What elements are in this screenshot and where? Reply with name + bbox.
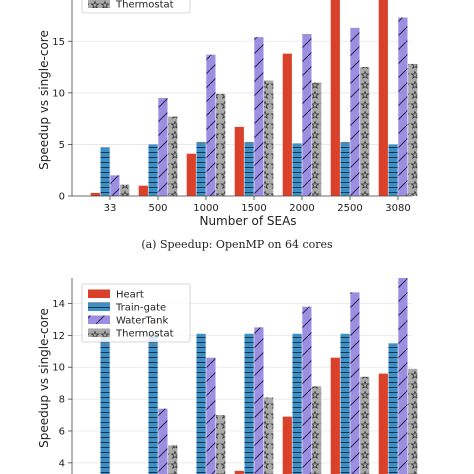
bar-thermostat-1500 — [264, 397, 274, 474]
bar-thermostat-1500 — [264, 80, 274, 196]
legend-label-train-gate: Train-gate — [115, 303, 166, 314]
x-tick-label: 2500 — [337, 203, 362, 214]
bar-heart-1000 — [186, 153, 196, 196]
panel-b-y-ticks: 4 6 8 10 12 14 — [52, 278, 73, 474]
bar-heart-2500 — [330, 357, 340, 474]
x-tick-label: 33 — [104, 203, 117, 214]
bar-train-gate-2000 — [292, 143, 302, 196]
panel-a-caption: (a) Speedup: OpenMP on 64 cores — [141, 238, 333, 251]
y-tick-label: 8 — [59, 395, 65, 406]
panel-a: 0 5 10 15 33 500 1000 1500 2000 2500 3080 Speedup… — [37, 0, 418, 251]
bar-watertank-3080 — [398, 278, 408, 474]
y-tick-label: 12 — [52, 331, 65, 342]
bar-heart-2000 — [282, 53, 292, 196]
bar-thermostat-2000 — [312, 386, 322, 474]
bar-train-gate-1000 — [196, 333, 206, 474]
bar-watertank-1000 — [206, 357, 216, 474]
bar-heart-1500 — [234, 470, 244, 474]
bar-heart-33 — [90, 192, 100, 196]
y-tick-label: 14 — [52, 299, 65, 310]
legend-frame — [81, 283, 191, 343]
bar-watertank-3080 — [398, 17, 408, 197]
legend-label-thermostat: Thermostat — [115, 329, 174, 340]
bar-train-gate-2500 — [340, 333, 350, 474]
legend-swatch-watertank — [88, 315, 110, 324]
bar-train-gate-33 — [100, 147, 110, 196]
legend-label-thermostat: Thermostat — [115, 0, 174, 11]
bar-train-gate-33 — [100, 333, 110, 474]
bar-watertank-500 — [158, 408, 168, 474]
bar-thermostat-3080 — [408, 63, 418, 197]
panel-a-legend: Thermostat — [81, 0, 191, 14]
bar-train-gate-1000 — [196, 142, 206, 196]
bar-thermostat-33 — [120, 184, 130, 196]
bar-watertank-2500 — [350, 27, 360, 196]
bar-watertank-1000 — [206, 54, 216, 197]
panel-b-y-axis-label: Speedup vs single-core — [37, 308, 51, 448]
panel-b-bars — [100, 278, 418, 474]
bar-thermostat-500 — [168, 445, 178, 474]
legend-swatch-heart — [88, 289, 110, 298]
bar-train-gate-500 — [148, 144, 158, 196]
bar-train-gate-500 — [148, 333, 158, 474]
bar-watertank-33 — [110, 175, 120, 196]
x-tick-label: 1500 — [241, 203, 266, 214]
bar-watertank-500 — [158, 98, 168, 196]
bar-watertank-2500 — [350, 292, 360, 474]
bar-heart-3080 — [378, 0, 388, 196]
bar-heart-3080 — [378, 373, 388, 474]
bar-heart-500 — [138, 185, 148, 196]
y-tick-label: 0 — [59, 192, 65, 203]
y-tick-label: 10 — [52, 88, 65, 99]
bar-heart-2500 — [330, 0, 340, 196]
bar-train-gate-2000 — [292, 333, 302, 474]
panel-a-x-axis-label: Number of SEAs — [199, 214, 296, 228]
panel-a-y-axis-label: Speedup vs single-core — [37, 30, 51, 170]
y-tick-label: 5 — [59, 140, 65, 151]
x-tick-label: 1000 — [193, 203, 218, 214]
legend-label-heart: Heart — [116, 290, 144, 301]
bar-heart-1500 — [234, 126, 244, 196]
legend-label-watertank: WaterTank — [116, 316, 168, 327]
bar-train-gate-2500 — [340, 142, 350, 196]
bar-thermostat-2500 — [360, 376, 370, 474]
bar-watertank-2000 — [302, 306, 312, 474]
bar-thermostat-500 — [168, 116, 178, 196]
y-tick-label: 6 — [59, 426, 65, 437]
bar-watertank-1500 — [254, 37, 264, 196]
panel-b-legend: Heart Train-gate WaterTank Thermostat — [81, 283, 191, 343]
panel-b: 4 6 8 10 12 14 Speedup vs single-core Heart Tr… — [37, 278, 418, 474]
bar-train-gate-3080 — [388, 343, 398, 474]
bar-thermostat-3080 — [408, 368, 418, 474]
bar-thermostat-2000 — [312, 82, 322, 196]
legend-swatch-train-gate — [88, 302, 110, 311]
bar-watertank-1500 — [254, 327, 264, 474]
x-tick-label: 2000 — [289, 203, 314, 214]
bar-thermostat-1000 — [216, 93, 226, 196]
panel-a-bars — [90, 0, 418, 197]
panel-a-x-ticks: 33 500 1000 1500 2000 2500 3080 — [72, 195, 412, 214]
bar-train-gate-1500 — [244, 142, 254, 196]
y-tick-label: 15 — [52, 37, 65, 48]
bar-thermostat-2500 — [360, 67, 370, 196]
bar-watertank-2000 — [302, 34, 312, 196]
panel-a-y-ticks: 0 5 10 15 — [52, 0, 73, 203]
bar-heart-2000 — [282, 416, 292, 474]
y-tick-label: 10 — [52, 363, 65, 374]
legend-swatch-thermostat — [88, 0, 110, 8]
legend-swatch-thermostat — [88, 328, 110, 337]
bar-train-gate-3080 — [388, 144, 398, 196]
y-tick-label: 4 — [59, 458, 65, 469]
x-tick-label: 500 — [148, 203, 167, 214]
x-tick-label: 3080 — [385, 203, 410, 214]
bar-thermostat-1000 — [216, 415, 226, 474]
bar-train-gate-1500 — [244, 333, 254, 474]
